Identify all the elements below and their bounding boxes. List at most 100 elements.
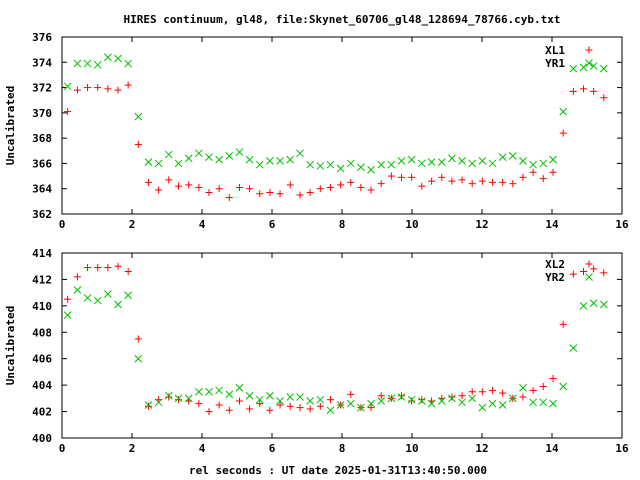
data-point-yr1: [346, 159, 355, 168]
data-point-xl2: [529, 386, 537, 394]
data-point-xl2: [124, 268, 132, 275]
data-point-xl1: [276, 190, 284, 198]
data-point-xl1: [347, 178, 355, 186]
data-point-yr2: [377, 397, 386, 405]
data-point-yr1: [488, 159, 497, 168]
data-point-yr2: [539, 398, 548, 407]
data-point-xl2: [256, 400, 264, 408]
x-tick-label: 0: [59, 218, 66, 231]
data-point-xl1: [590, 87, 598, 95]
data-point-yr2: [579, 302, 588, 310]
data-point-xl2: [205, 408, 213, 416]
data-point-xl2: [246, 405, 254, 413]
data-point-yr2: [599, 300, 608, 309]
data-point-yr1: [427, 158, 436, 167]
data-point-xl1: [458, 176, 466, 184]
data-point-yr2: [387, 394, 396, 403]
data-point-xl1: [478, 177, 486, 185]
data-point-yr2: [437, 397, 446, 405]
x-tick-label: 2: [129, 442, 136, 455]
data-point-xl1: [398, 173, 405, 181]
data-point-xl1: [387, 172, 395, 180]
y-tick-label: 408: [32, 326, 52, 339]
data-point-yr1: [417, 159, 426, 168]
legend-label: YR1: [545, 57, 565, 70]
data-point-xl2: [225, 406, 233, 414]
data-point-yr2: [103, 290, 112, 298]
data-point-xl1: [195, 183, 203, 191]
data-point-yr1: [569, 64, 578, 73]
data-point-xl1: [499, 178, 507, 186]
data-point-xl2: [215, 401, 223, 409]
data-point-yr2: [266, 391, 274, 400]
data-point-xl1: [549, 168, 557, 176]
x-axis-label: rel seconds : UT date 2025-01-31T13:40:5…: [189, 464, 487, 477]
data-point-xl1: [509, 180, 517, 188]
data-point-xl2: [195, 400, 203, 408]
data-point-xl2: [144, 402, 152, 410]
data-point-xl1: [529, 168, 537, 176]
data-point-yr1: [286, 155, 295, 164]
data-point-yr1: [468, 159, 477, 168]
data-point-xl1: [428, 177, 436, 185]
data-point-yr2: [468, 394, 477, 403]
data-point-xl2: [398, 392, 405, 400]
data-point-xl2: [286, 402, 294, 410]
x-tick-label: 8: [339, 442, 346, 455]
data-point-yr1: [205, 153, 213, 161]
data-point-xl1: [134, 140, 142, 148]
data-point-yr1: [559, 107, 568, 116]
data-point-xl1: [215, 185, 223, 193]
data-point-yr2: [448, 394, 456, 403]
data-point-yr2: [316, 395, 325, 404]
data-point-yr2: [73, 286, 82, 294]
data-point-yr2: [225, 390, 234, 399]
data-point-yr2: [124, 291, 133, 300]
plot-frame: [61, 36, 623, 215]
data-point-xl2: [94, 264, 102, 272]
data-point-xl2: [266, 406, 274, 414]
data-point-xl1: [286, 181, 294, 189]
data-point-yr2: [114, 300, 122, 309]
data-point-yr1: [519, 157, 527, 165]
data-point-xl1: [489, 178, 496, 186]
data-point-xl2: [539, 382, 547, 390]
data-point-xl2: [326, 396, 334, 404]
data-point-xl2: [478, 388, 486, 396]
legend-marker: [585, 46, 593, 54]
data-point-xl2: [590, 265, 598, 273]
data-point-yr1: [367, 165, 375, 174]
data-point-yr2: [417, 397, 426, 405]
data-point-yr1: [63, 82, 72, 91]
data-point-xl2: [114, 262, 122, 270]
data-point-xl1: [94, 84, 102, 92]
legend-marker: [585, 260, 593, 268]
data-point-yr2: [306, 397, 315, 405]
data-point-xl2: [316, 402, 324, 410]
data-point-yr1: [73, 59, 82, 68]
x-tick-label: 2: [129, 218, 136, 231]
data-point-yr2: [498, 401, 507, 409]
y-tick-label: 410: [32, 300, 52, 313]
data-point-yr2: [478, 403, 487, 412]
data-point-xl1: [175, 182, 183, 190]
data-point-yr2: [235, 383, 244, 392]
data-point-xl2: [377, 392, 385, 400]
data-point-yr1: [296, 149, 304, 158]
x-tick-label: 10: [405, 218, 418, 231]
data-point-xl1: [235, 183, 243, 191]
y-tick-label: 412: [32, 273, 52, 286]
plot-frame: [61, 252, 623, 439]
data-point-yr1: [458, 157, 466, 165]
data-point-yr1: [579, 63, 588, 72]
data-point-yr1: [255, 160, 264, 169]
panel-top: Uncalibrated 0 2 4 6 8 10 12 14 16 362 364 366 368 37…: [4, 31, 629, 231]
data-point-xl1: [114, 86, 122, 94]
data-point-yr1: [93, 60, 102, 69]
data-point-xl2: [559, 320, 567, 328]
data-point-xl1: [165, 176, 173, 184]
y-axis-label: Uncalibrated: [4, 86, 17, 165]
data-point-yr1: [407, 155, 416, 164]
data-point-xl2: [276, 401, 284, 409]
data-point-yr1: [164, 150, 173, 159]
